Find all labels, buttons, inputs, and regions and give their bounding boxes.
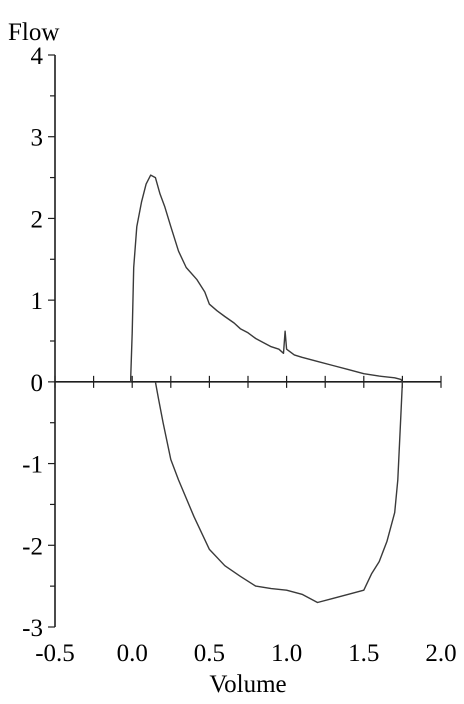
x-tick-label: 2.0 xyxy=(425,640,456,667)
x-tick-label: 1.5 xyxy=(348,640,379,667)
y-tick-label: 4 xyxy=(31,43,44,70)
axes xyxy=(48,54,442,628)
y-tick-label: -2 xyxy=(22,533,43,560)
x-tick-label: 0.5 xyxy=(194,640,225,667)
y-tick-label: -1 xyxy=(22,452,43,479)
x-tick-label: 1.0 xyxy=(271,640,302,667)
x-tick-label: -0.5 xyxy=(35,640,75,667)
expiratory-curve xyxy=(130,174,404,383)
y-axis-label: Flow xyxy=(8,19,59,46)
y-tick-label: 0 xyxy=(31,370,44,397)
y-tick-label: 2 xyxy=(31,206,44,233)
labels: Flow Volume -3 -2 -1 0 1 2 3 4 -0.5 0.0 0.5 1.0 1.5 2… xyxy=(8,19,457,698)
y-tick-label: -3 xyxy=(22,615,43,642)
y-tick-label: 3 xyxy=(31,125,44,152)
x-axis-label: Volume xyxy=(209,671,286,698)
curves xyxy=(130,174,404,604)
y-tick-label: 1 xyxy=(31,288,44,315)
inspiratory-curve xyxy=(154,381,404,604)
x-tick-label: 0.0 xyxy=(117,640,148,667)
